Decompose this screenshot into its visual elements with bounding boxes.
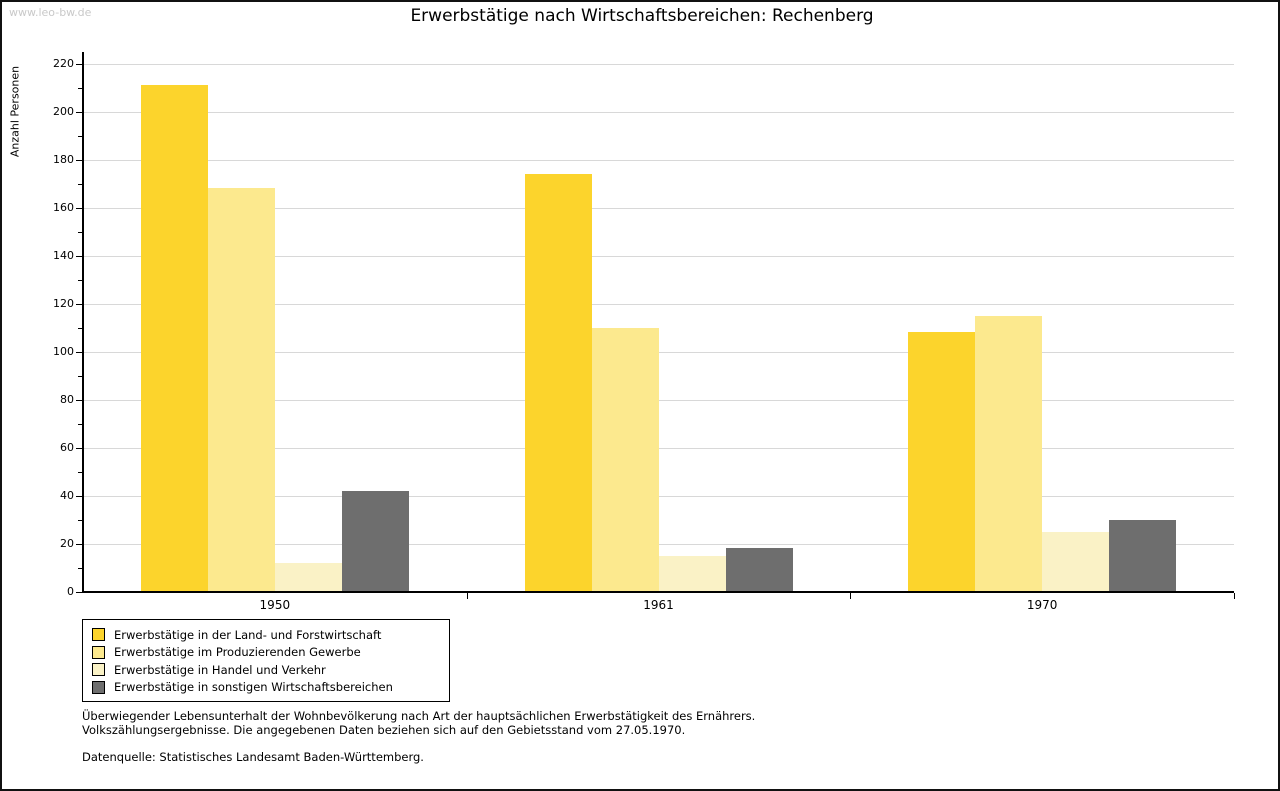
- legend-item: Erwerbstätige in Handel und Verkehr: [92, 661, 440, 679]
- y-minor-tick: [78, 424, 82, 425]
- bar: [591, 327, 659, 592]
- y-tick-label: 120: [53, 297, 74, 310]
- gridline: [84, 448, 1234, 449]
- x-tick: [1234, 593, 1235, 599]
- y-minor-tick: [78, 184, 82, 185]
- legend-label: Erwerbstätige im Produzierenden Gewerbe: [114, 645, 361, 660]
- legend-item: Erwerbstätige im Produzierenden Gewerbe: [92, 644, 440, 662]
- y-tick-label: 160: [53, 201, 74, 214]
- legend-item: Erwerbstätige in der Land- und Forstwirt…: [92, 626, 440, 644]
- bar: [975, 315, 1043, 592]
- gridline: [84, 256, 1234, 257]
- y-major-tick: [76, 160, 82, 161]
- legend-label: Erwerbstätige in Handel und Verkehr: [114, 662, 326, 677]
- y-tick-label: 140: [53, 249, 74, 262]
- legend: Erwerbstätige in der Land- und Forstwirt…: [82, 619, 450, 702]
- gridline: [84, 400, 1234, 401]
- legend-swatch-icon: [92, 628, 105, 642]
- bar: [908, 332, 976, 592]
- bar: [341, 490, 409, 592]
- y-minor-tick: [78, 88, 82, 89]
- y-minor-tick: [78, 328, 82, 329]
- bar: [658, 555, 726, 592]
- x-tick: [466, 593, 468, 599]
- legend-swatch-icon: [92, 680, 105, 694]
- y-tick-label: 60: [60, 441, 74, 454]
- y-minor-tick: [78, 376, 82, 377]
- legend-label: Erwerbstätige in der Land- und Forstwirt…: [114, 627, 382, 642]
- gridline: [84, 64, 1234, 65]
- x-tick: [850, 593, 852, 599]
- y-tick-label: 40: [60, 489, 74, 502]
- x-axis-line: [82, 591, 1234, 593]
- y-major-tick: [76, 496, 82, 497]
- legend-swatch-icon: [92, 663, 105, 677]
- y-minor-tick: [78, 136, 82, 137]
- y-tick-label: 220: [53, 57, 74, 70]
- y-major-tick: [76, 208, 82, 209]
- y-tick-label: 100: [53, 345, 74, 358]
- x-category-label: 1950: [259, 598, 291, 612]
- y-tick-label: 80: [60, 393, 74, 406]
- gridline: [84, 352, 1234, 353]
- bar: [207, 188, 275, 592]
- y-major-tick: [76, 64, 82, 65]
- y-major-tick: [76, 352, 82, 353]
- y-major-tick: [76, 400, 82, 401]
- bar: [1109, 519, 1177, 592]
- watermark: www.leo-bw.de: [9, 6, 92, 19]
- y-minor-tick: [78, 472, 82, 473]
- y-minor-tick: [78, 520, 82, 521]
- y-major-tick: [76, 592, 82, 593]
- y-axis-title: Anzahl Personen: [8, 65, 22, 158]
- y-major-tick: [76, 544, 82, 545]
- footnotes: Überwiegender Lebensunterhalt der Wohnbe…: [82, 709, 1182, 764]
- gridline: [84, 496, 1234, 497]
- y-minor-tick: [78, 280, 82, 281]
- y-major-tick: [76, 112, 82, 113]
- y-tick-label: 180: [53, 153, 74, 166]
- gridline: [84, 304, 1234, 305]
- x-category-label: 1970: [1026, 598, 1058, 612]
- bar: [524, 173, 592, 592]
- y-minor-tick: [78, 568, 82, 569]
- y-major-tick: [76, 448, 82, 449]
- y-tick-label: 0: [67, 585, 74, 598]
- y-minor-tick: [78, 232, 82, 233]
- chart-title: Erwerbstätige nach Wirtschaftsbereichen:…: [410, 6, 874, 26]
- bar: [725, 548, 793, 592]
- y-tick-label: 200: [53, 105, 74, 118]
- y-axis-line: [82, 52, 84, 593]
- source-note: Datenquelle: Statistisches Landesamt Bad…: [82, 750, 424, 764]
- footnote-line-2: Volkszählungsergebnisse. Die angegebenen…: [82, 723, 686, 737]
- footnote-line-1: Überwiegender Lebensunterhalt der Wohnbe…: [82, 709, 756, 723]
- x-category-label: 1961: [643, 598, 674, 612]
- gridline: [84, 112, 1234, 113]
- legend-swatch-icon: [92, 645, 105, 659]
- y-major-tick: [76, 304, 82, 305]
- legend-item: Erwerbstätige in sonstigen Wirtschaftsbe…: [92, 679, 440, 697]
- bar: [274, 562, 342, 592]
- bar: [140, 85, 208, 592]
- legend-label: Erwerbstätige in sonstigen Wirtschaftsbe…: [114, 680, 393, 695]
- gridline: [84, 208, 1234, 209]
- bar: [1042, 531, 1110, 592]
- y-major-tick: [76, 256, 82, 257]
- gridline: [84, 544, 1234, 545]
- gridline: [84, 160, 1234, 161]
- y-tick-label: 20: [60, 537, 74, 550]
